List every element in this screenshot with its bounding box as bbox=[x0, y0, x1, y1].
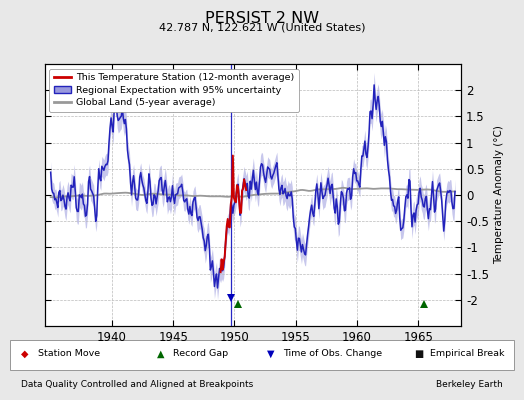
Text: Record Gap: Record Gap bbox=[173, 350, 228, 358]
Text: 42.787 N, 122.621 W (United States): 42.787 N, 122.621 W (United States) bbox=[159, 22, 365, 32]
Text: ▲: ▲ bbox=[157, 349, 165, 359]
Text: ▼: ▼ bbox=[267, 349, 275, 359]
Y-axis label: Temperature Anomaly (°C): Temperature Anomaly (°C) bbox=[495, 126, 505, 264]
Text: Empirical Break: Empirical Break bbox=[430, 350, 504, 358]
Text: Station Move: Station Move bbox=[38, 350, 100, 358]
Text: Berkeley Earth: Berkeley Earth bbox=[436, 380, 503, 389]
Text: Time of Obs. Change: Time of Obs. Change bbox=[283, 350, 382, 358]
Text: PERSIST 2 NW: PERSIST 2 NW bbox=[205, 11, 319, 26]
Legend: This Temperature Station (12-month average), Regional Expectation with 95% uncer: This Temperature Station (12-month avera… bbox=[49, 69, 299, 112]
Text: ◆: ◆ bbox=[21, 349, 28, 359]
Text: Data Quality Controlled and Aligned at Breakpoints: Data Quality Controlled and Aligned at B… bbox=[21, 380, 253, 389]
Text: ■: ■ bbox=[414, 349, 423, 359]
